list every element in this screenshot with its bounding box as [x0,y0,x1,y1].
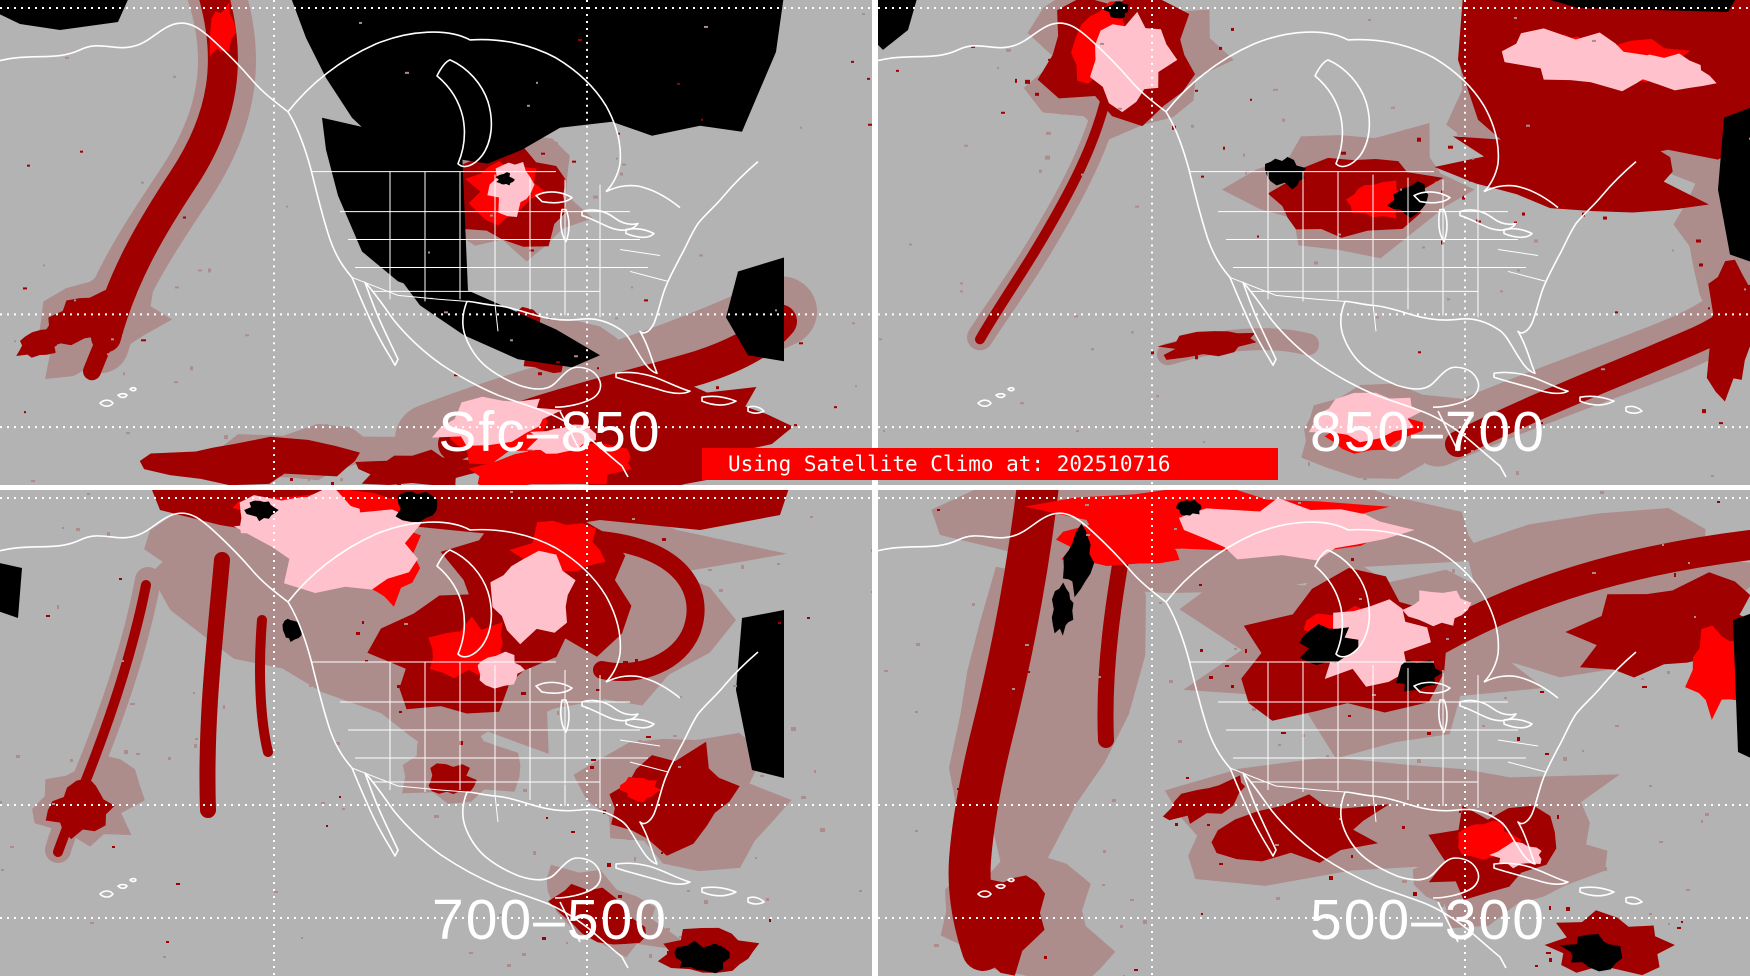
timestamp-banner-text: Using Satellite Climo at: 202510716 [728,452,1171,476]
coastline [878,512,1643,969]
panel-label-500-300: 500–300 [1310,888,1546,952]
map-700-500 [0,490,872,976]
panel-divider-horizontal [0,485,1750,490]
panel-700-500 [0,490,872,976]
panel-label-sfc-850: Sfc–850 [438,400,662,464]
state-borders [311,661,669,823]
map-850-700 [878,0,1750,485]
map-500-300 [878,490,1750,976]
panel-sfc-850 [0,0,872,485]
coastline [878,22,1643,478]
cloud-shapes [0,490,872,974]
panel-label-850-700: 850–700 [1310,400,1546,464]
coastline [0,22,765,478]
panel-500-300 [878,490,1750,976]
state-borders [311,171,669,332]
panel-850-700 [878,0,1750,485]
timestamp-banner: Using Satellite Climo at: 202510716 [702,448,1278,480]
state-borders [1189,171,1547,332]
cloud-shapes [878,0,1750,481]
state-borders [1189,661,1547,823]
map-sfc-850 [0,0,872,485]
cloud-shapes [884,490,1750,976]
panel-label-700-500: 700–500 [432,888,668,952]
coastline [0,512,765,969]
